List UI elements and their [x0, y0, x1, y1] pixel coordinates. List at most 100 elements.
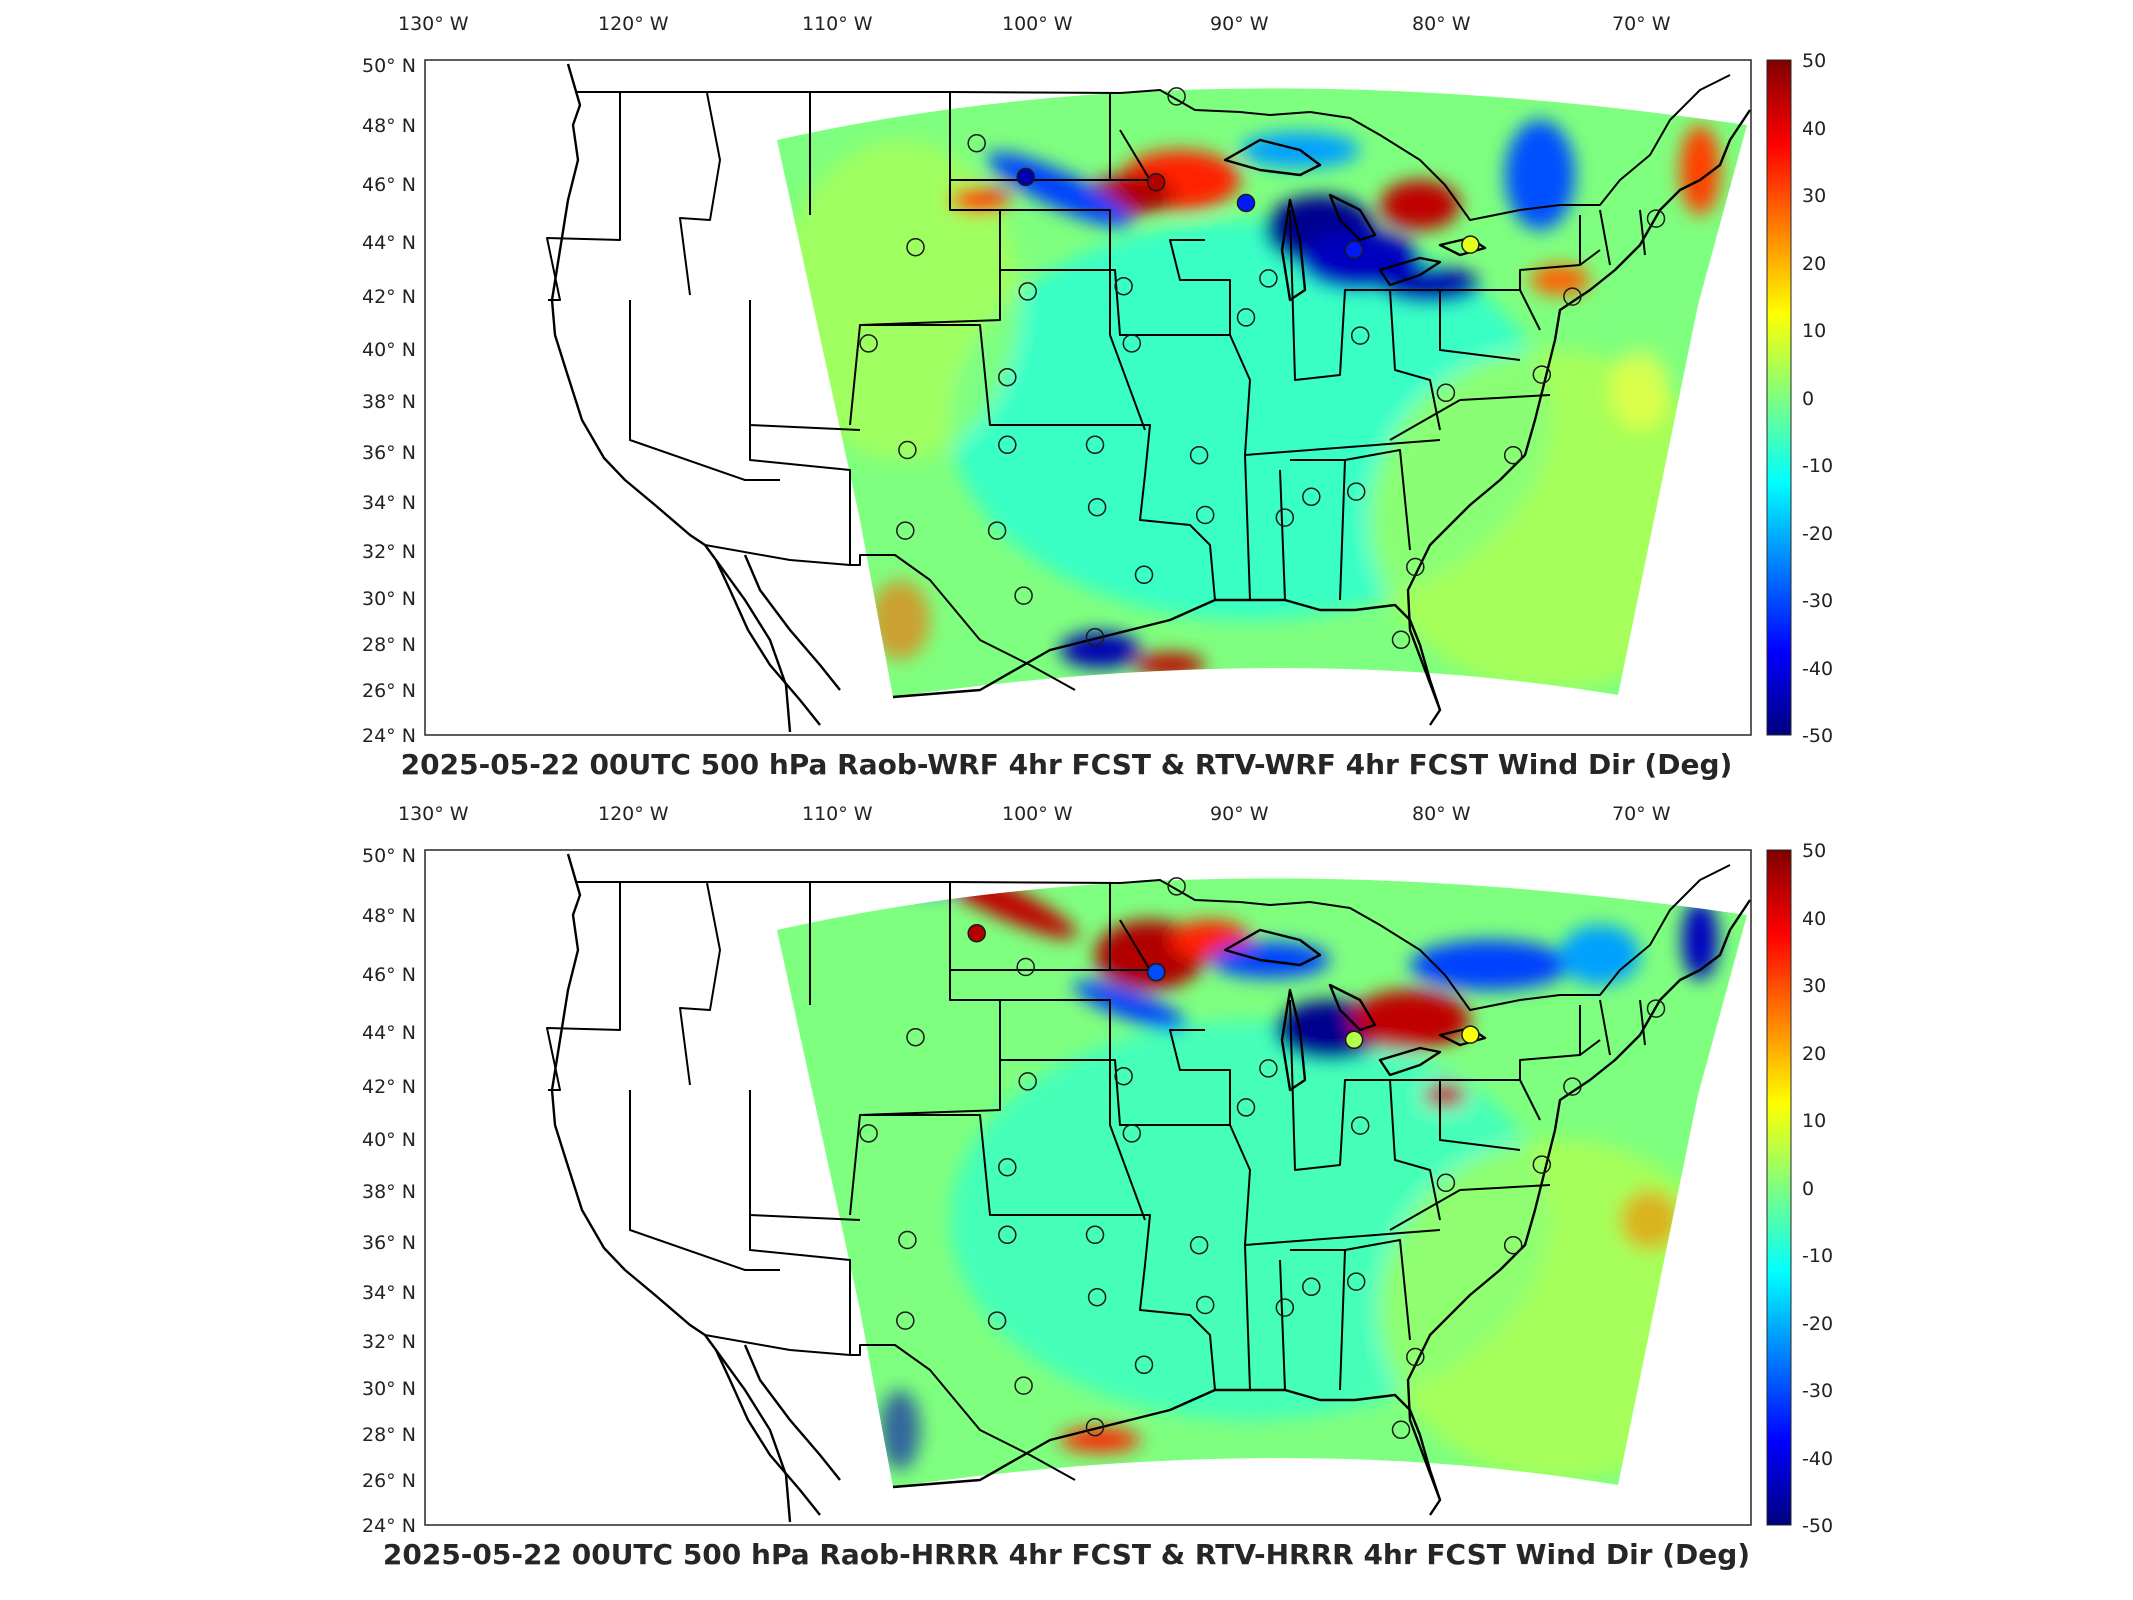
colorbar-label: -10	[1802, 1245, 1833, 1267]
colorbar-label: 40	[1802, 118, 1826, 140]
raob-station-marker	[1532, 365, 1552, 384]
raob-station-marker	[1085, 627, 1105, 647]
panel-title: 2025-05-22 00UTC 500 hPa Raob-WRF 4hr FC…	[400, 748, 1733, 781]
colorbar-label: 20	[1802, 1043, 1826, 1065]
colorbar-label: 40	[1802, 908, 1826, 930]
panel-title: 2025-05-22 00UTC 500 hPa Raob-HRRR 4hr F…	[382, 1538, 1751, 1571]
raob-station-marker	[1275, 508, 1295, 527]
raob-station-marker	[1195, 505, 1215, 525]
colorbar-label: -20	[1802, 523, 1833, 545]
lon-label: 130° W	[398, 13, 469, 35]
raob-station-marker	[1646, 209, 1666, 228]
colorbar-label: -50	[1802, 725, 1833, 747]
colorbar-label: 20	[1802, 253, 1826, 275]
raob-station-marker	[896, 1311, 915, 1330]
colorbar-label: 50	[1802, 840, 1826, 862]
colorbar-label: 10	[1802, 1110, 1826, 1132]
raob-station-marker	[1114, 276, 1133, 296]
raob-station-marker	[1302, 1277, 1321, 1297]
raob-station-marker	[1189, 445, 1209, 465]
colorbar	[1766, 849, 1792, 1526]
raob-station-marker	[1391, 630, 1411, 650]
raob-station-marker	[1014, 1376, 1033, 1395]
raob-station-marker	[1532, 1155, 1552, 1174]
raob-station-marker	[1344, 1030, 1364, 1050]
lat-label: 30° N	[362, 588, 416, 610]
lat-label: 28° N	[362, 1424, 416, 1446]
raob-station-marker	[1503, 1235, 1523, 1255]
lat-label: 38° N	[362, 1181, 416, 1203]
raob-station-marker	[1344, 240, 1364, 260]
anomaly-field	[777, 88, 1747, 697]
raob-station-marker	[1167, 87, 1186, 106]
map-figure-hrrr: 130° W 120° W 110° W 100° W 90° W 80° W …	[362, 803, 1833, 1537]
lat-label: 44° N	[362, 232, 416, 254]
colorbar-label: -40	[1802, 658, 1833, 680]
colorbar-label: -50	[1802, 1515, 1833, 1537]
colorbar-label: 30	[1802, 185, 1826, 207]
panel-hrrr: 130° W 120° W 110° W 100° W 90° W 80° W …	[0, 790, 2133, 1600]
raob-station-marker	[1646, 999, 1666, 1018]
lat-axis-labels: 50° N 48° N 46° N 44° N 42° N 40° N 38° …	[362, 845, 416, 1537]
colorbar-label: 30	[1802, 975, 1826, 997]
mexico-border	[704, 1334, 1076, 1481]
raob-station-marker	[1016, 167, 1035, 187]
state-borders	[546, 92, 1646, 601]
raob-station-marker	[1236, 308, 1256, 327]
lat-label: 48° N	[362, 115, 416, 137]
raob-station-marker	[1087, 1287, 1107, 1307]
lat-label: 36° N	[362, 1232, 416, 1254]
raob-station-marker	[1259, 1059, 1278, 1078]
raob-station-marker	[1436, 383, 1456, 403]
lat-label: 36° N	[362, 442, 416, 464]
lat-label: 46° N	[362, 964, 416, 986]
raob-station-marker	[906, 237, 925, 257]
raob-station-marker	[1134, 1355, 1154, 1375]
raob-station-marker	[998, 367, 1017, 387]
raob-station-marker	[1436, 1173, 1456, 1193]
lon-label: 100° W	[1002, 13, 1073, 35]
state-borders	[546, 882, 1646, 1391]
raob-station-marker	[1350, 326, 1370, 345]
raob-station-marker	[1195, 1295, 1215, 1315]
colorbar-labels: 50 40 30 20 10 0 -10 -20 -30 -40 -50	[1802, 50, 1833, 747]
lon-label: 100° W	[1002, 803, 1073, 825]
baja-coast	[714, 1344, 841, 1516]
raob-station-marker	[1563, 287, 1582, 306]
raob-station-marker	[898, 1230, 917, 1250]
raob-station-marker	[1146, 172, 1166, 192]
raob-station-marker	[906, 1027, 925, 1047]
map-figure-wrf: 130° W 120° W 110° W 100° W 90° W 80° W …	[362, 13, 1833, 747]
colorbar-label: 10	[1802, 320, 1826, 342]
canada-border	[575, 864, 1731, 1011]
lon-label: 130° W	[398, 803, 469, 825]
baja-coast	[714, 554, 841, 726]
raob-station-marker	[1085, 435, 1105, 455]
raob-station-marker	[1167, 877, 1186, 896]
great-lakes	[1223, 138, 1487, 302]
raob-station-marker	[1016, 957, 1035, 977]
atlantic-coastline	[1406, 109, 1751, 711]
raob-station-marker	[1122, 1124, 1142, 1143]
lat-label: 32° N	[362, 541, 416, 563]
lat-label: 34° N	[362, 1282, 416, 1304]
lat-label: 26° N	[362, 1470, 416, 1492]
lon-label: 70° W	[1612, 803, 1671, 825]
lat-label: 50° N	[362, 845, 416, 867]
raob-station-marker	[896, 521, 915, 540]
raob-station-marker	[1461, 235, 1480, 254]
colorbar-label: -30	[1802, 1380, 1833, 1402]
raob-station-marker	[1259, 269, 1278, 288]
lon-label: 120° W	[598, 13, 669, 35]
lat-label: 40° N	[362, 339, 416, 361]
lon-label: 90° W	[1210, 803, 1269, 825]
mexico-border	[704, 544, 1076, 691]
raob-station-marker	[1302, 487, 1321, 507]
raob-station-marker	[1563, 1077, 1582, 1096]
raob-station-marker	[998, 1157, 1017, 1177]
raob-station-marker	[998, 435, 1017, 455]
raob-station-marker	[1406, 557, 1425, 577]
lat-label: 26° N	[362, 680, 416, 702]
raob-station-marker	[967, 923, 986, 943]
raob-station-marker	[1236, 1098, 1256, 1117]
